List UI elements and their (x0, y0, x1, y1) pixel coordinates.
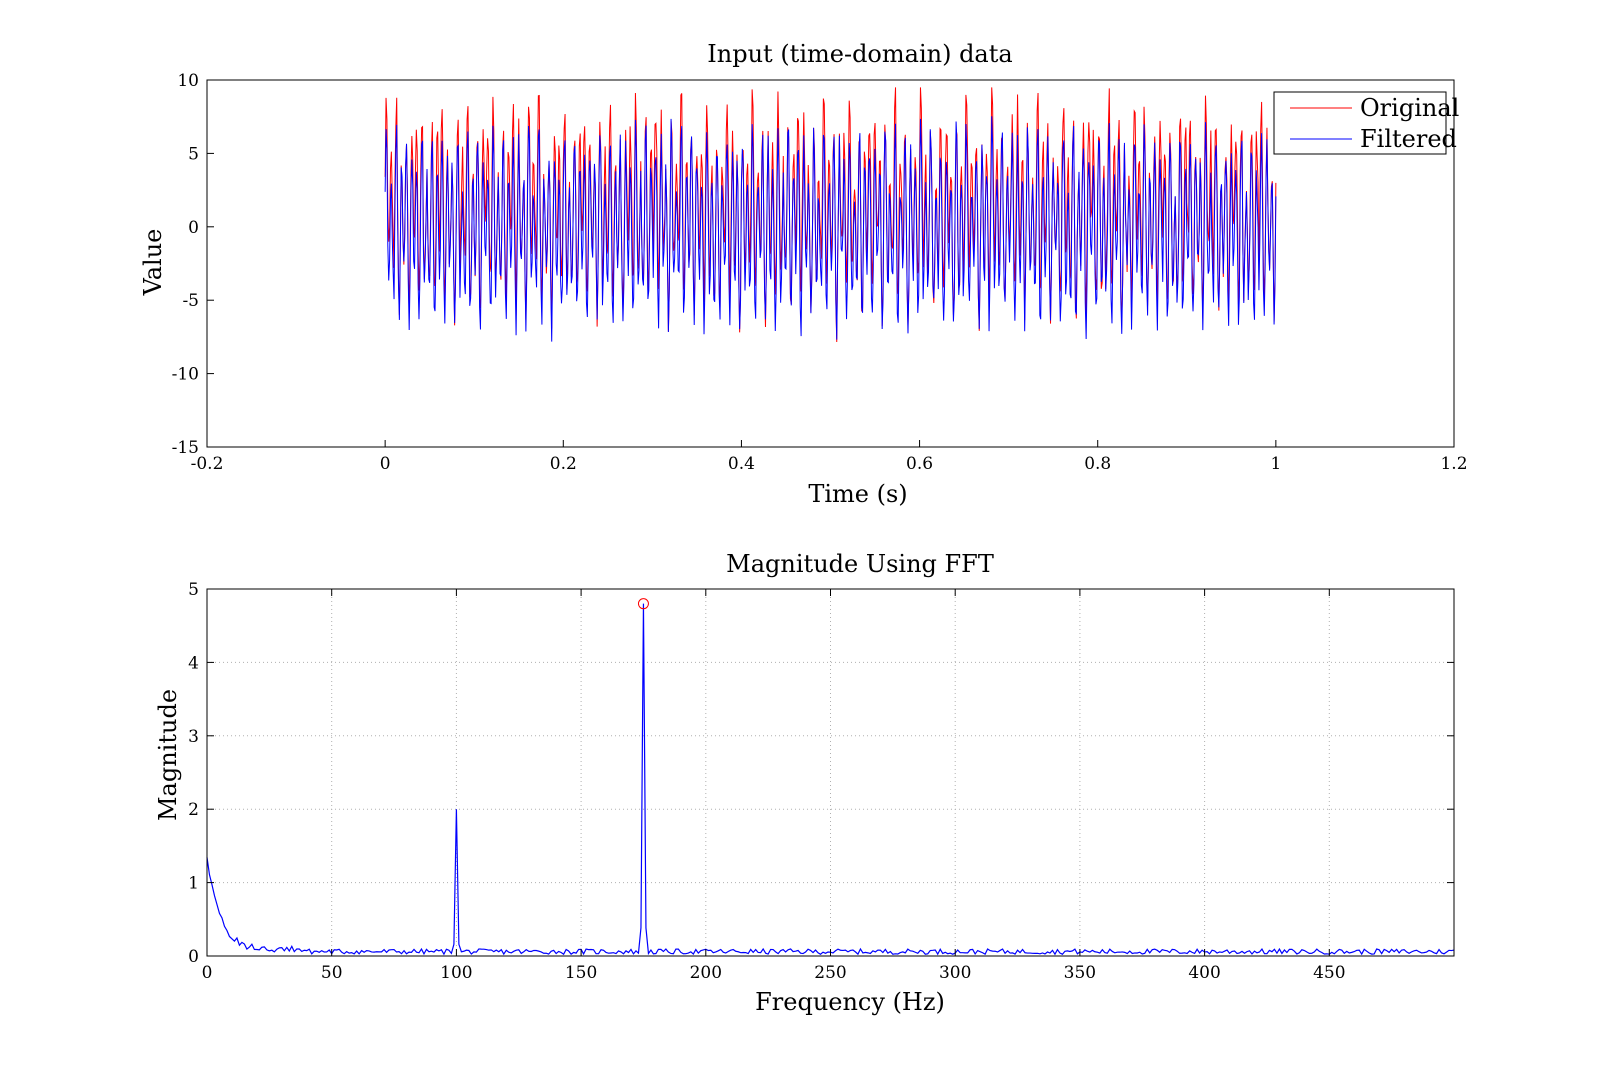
time-x-tick-label: 1 (1270, 454, 1281, 474)
fft-y-tick-label: 1 (188, 874, 199, 894)
fft-plot-line (206, 598, 1455, 956)
time-x-tick-label: -0.2 (191, 454, 224, 474)
time-plot-x-ticks: -0.2 0 0.2 0.4 0.6 0.8 1 1.2 (191, 440, 1468, 474)
time-plot-lines (384, 87, 1277, 342)
time-y-tick-label: -15 (172, 438, 199, 458)
fft-x-tick-label: 300 (939, 963, 971, 983)
series-filtered-line (384, 116, 1277, 342)
legend-original-label: Original (1360, 94, 1459, 122)
time-domain-plot: Input (time-domain) data -0.2 0 0.2 0.4 0.6 0… (139, 40, 1468, 508)
time-x-tick-label: 0.4 (728, 454, 755, 474)
time-plot-legend: Original Filtered (1273, 91, 1459, 155)
time-plot-title: Input (time-domain) data (707, 40, 1012, 68)
fft-x-tick-label: 150 (565, 963, 597, 983)
fft-x-tick-label: 350 (1064, 963, 1096, 983)
fft-y-tick-label: 4 (188, 653, 199, 673)
fft-x-tick-label: 250 (814, 963, 846, 983)
fft-plot-frame (206, 588, 1455, 957)
time-plot-y-ticks: 10 5 0 -5 -10 -15 (172, 71, 214, 458)
legend-filtered-label: Filtered (1360, 125, 1457, 153)
time-x-tick-label: 0.8 (1084, 454, 1111, 474)
fft-x-tick-label: 50 (321, 963, 343, 983)
fft-plot-x-ticks: 0 50 100 150 200 250 300 350 400 450 (202, 589, 1346, 983)
fft-magnitude-plot: Magnitude Using FFT 0 50 100 150 200 250 300 35… (154, 550, 1455, 1016)
fft-x-tick-label: 450 (1313, 963, 1345, 983)
fft-plot-y-label: Magnitude (154, 689, 182, 821)
legend-box (1273, 91, 1447, 155)
time-y-tick-label: 10 (177, 71, 199, 91)
time-plot-frame (206, 79, 1455, 448)
fft-x-tick-label: 0 (202, 963, 213, 983)
fft-x-tick-label: 200 (690, 963, 722, 983)
time-x-tick-label: 1.2 (1440, 454, 1467, 474)
fft-plot-y-ticks: 5 4 3 2 1 0 (188, 580, 1454, 967)
time-y-tick-label: -10 (172, 365, 199, 385)
fft-y-tick-label: 3 (188, 727, 199, 747)
time-y-tick-label: -5 (182, 291, 199, 311)
fft-y-tick-label: 0 (188, 947, 199, 967)
fft-x-tick-label: 400 (1188, 963, 1220, 983)
time-plot-x-label: Time (s) (808, 480, 907, 508)
time-x-tick-label: 0.6 (906, 454, 933, 474)
time-plot-y-label: Value (139, 229, 167, 297)
fft-plot-x-label: Frequency (Hz) (755, 988, 945, 1016)
fft-plot-title: Magnitude Using FFT (726, 550, 994, 578)
fft-x-tick-label: 100 (440, 963, 472, 983)
time-x-tick-label: 0 (380, 454, 391, 474)
fft-y-tick-label: 2 (188, 800, 199, 820)
fft-plot-grid (207, 589, 1454, 956)
fft-y-tick-label: 5 (188, 580, 199, 600)
time-x-tick-label: 0.2 (550, 454, 577, 474)
time-y-tick-label: 0 (188, 218, 199, 238)
time-y-tick-label: 5 (188, 144, 199, 164)
peak-marker-circle (637, 598, 649, 610)
